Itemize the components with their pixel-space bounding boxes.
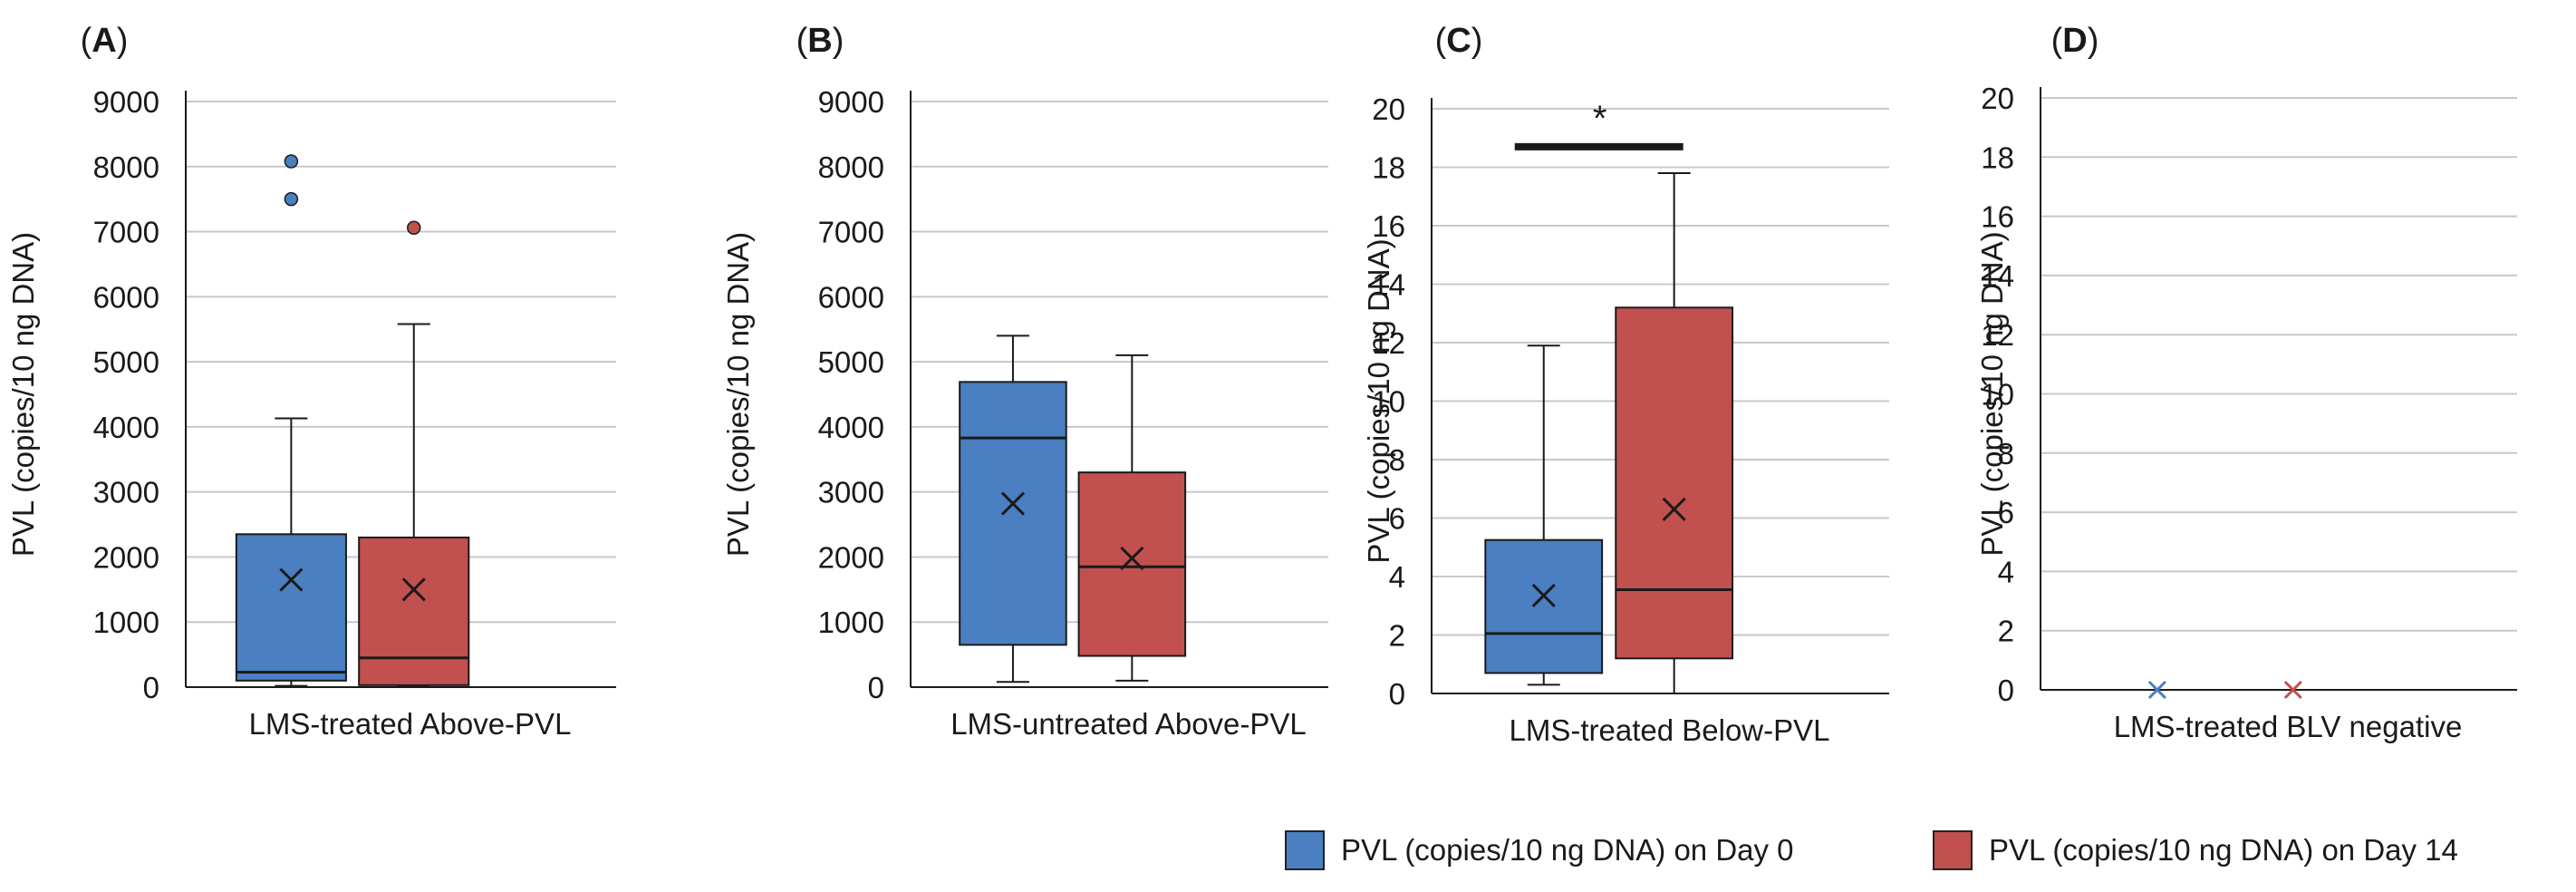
panel-d-ytick-label: 2 — [1998, 615, 2014, 648]
legend-item-day0: PVL (copies/10 ng DNA) on Day 0 — [1285, 823, 1794, 877]
panel-d-ytick-label: 4 — [1998, 555, 2014, 588]
panel-c-day0-box — [1484, 538, 1604, 674]
panel-c-ytick-label: 6 — [1389, 502, 1405, 536]
panel-d-ytick-label: 16 — [1981, 200, 2014, 234]
panel-a-ytick-label: 9000 — [93, 85, 159, 119]
panel-d-ytick-label: 12 — [1981, 318, 2014, 352]
panel-d-ytick-label: 0 — [1998, 674, 2014, 707]
panel-c-xlabel: LMS-treated Below-PVL — [1510, 713, 1830, 747]
panel-d-ytick-label: 10 — [1981, 378, 2014, 412]
panel-b-ytick-label: 9000 — [818, 85, 884, 119]
panel-b-ytick-label: 3000 — [818, 476, 884, 509]
panel-d-ytick-label: 8 — [1998, 437, 2014, 470]
panel-b-day0-box — [959, 381, 1067, 646]
panel-a-day0-outlier — [284, 191, 299, 207]
panel-b-day0-mean-marker — [1000, 491, 1026, 516]
panel-c-day14-box — [1615, 306, 1734, 660]
panel-c-ytick-label: 10 — [1372, 385, 1405, 419]
legend-item-day14: PVL (copies/10 ng DNA) on Day 14 — [1933, 823, 2458, 877]
legend-swatch-day14 — [1933, 830, 1973, 870]
panel-b-label: (B) — [796, 22, 844, 60]
legend-label-day14: PVL (copies/10 ng DNA) on Day 14 — [1989, 833, 2458, 867]
panel-c-ytick-label: 8 — [1389, 443, 1405, 477]
panel-a-ytick-label: 2000 — [93, 540, 159, 574]
panel-c-ytick-label: 20 — [1372, 92, 1405, 126]
panel-c-ytick-label: 0 — [1389, 677, 1405, 711]
panel-d-xlabel: LMS-treated BLV negative — [2114, 710, 2463, 743]
panel-a-day0-box — [235, 533, 347, 682]
panel-c-ytick-label: 18 — [1372, 151, 1405, 185]
legend-label-day0: PVL (copies/10 ng DNA) on Day 0 — [1341, 833, 1794, 867]
panel-a-day0-mean-marker — [279, 567, 304, 592]
panel-b-ytick-label: 2000 — [818, 540, 884, 574]
panel-c-ytick-label: 14 — [1372, 268, 1405, 302]
panel-b-day14-mean-marker — [1120, 546, 1144, 570]
panel-a-ytick-label: 5000 — [93, 345, 159, 379]
panel-c-ytick-label: 4 — [1389, 560, 1405, 594]
panel-c-ylabel: PVL (copies/10 ng DNA) — [1362, 238, 1395, 563]
panel-a-day14-mean-marker — [401, 577, 426, 602]
panel-a-ylabel: PVL (copies/10 ng DNA) — [6, 232, 40, 557]
panel-a-ytick-label: 0 — [143, 671, 159, 704]
panel-d-ytick-label: 20 — [1981, 82, 2014, 115]
panel-d-ylabel: PVL (copies/10 ng DNA) — [1975, 231, 2009, 556]
panel-a-day14-box — [358, 536, 470, 686]
panel-a-day0-outlier — [284, 154, 299, 169]
panel-a-ytick-label: 1000 — [93, 606, 159, 639]
panel-d-label: (D) — [2051, 22, 2099, 60]
panel-b-ytick-label: 1000 — [818, 606, 884, 639]
panel-b-ytick-label: 6000 — [818, 280, 884, 314]
panel-d-ytick-label: 18 — [1981, 141, 2014, 174]
panel-d-day0-mean-marker — [2147, 680, 2166, 700]
panel-d-day14-mean-marker — [2283, 680, 2302, 700]
panel-b-ytick-label: 5000 — [818, 345, 884, 379]
panel-a-label: (A) — [81, 22, 129, 60]
panel-c-ytick-label: 12 — [1372, 326, 1405, 360]
panel-a-ytick-label: 4000 — [93, 411, 159, 444]
panel-a-ytick-label: 6000 — [93, 280, 159, 314]
panel-a-ytick-label: 8000 — [93, 150, 159, 184]
panel-b-ytick-label: 7000 — [818, 216, 884, 249]
panel-a-day14-outlier — [407, 220, 421, 235]
panel-c-ytick-label: 2 — [1389, 619, 1405, 653]
panel-d-ytick-label: 6 — [1998, 496, 2014, 529]
panel-c-ytick-label: 16 — [1372, 209, 1405, 243]
panel-d-ytick-label: 14 — [1981, 259, 2014, 293]
panel-a-ytick-label: 7000 — [93, 216, 159, 249]
panel-c-label: (C) — [1435, 22, 1483, 60]
panel-b-ylabel: PVL (copies/10 ng DNA) — [721, 232, 755, 557]
panel-b-ytick-label: 4000 — [818, 411, 884, 444]
panel-c-day14-mean-marker — [1662, 497, 1686, 521]
panel-b-day14-box — [1077, 471, 1187, 657]
panel-b-ytick-label: 0 — [868, 671, 884, 704]
panel-a-ytick-label: 3000 — [93, 476, 159, 509]
panel-c-significance-label: * — [1593, 99, 1607, 139]
legend-swatch-day0 — [1285, 830, 1325, 870]
panel-b-xlabel: LMS-untreated Above-PVL — [950, 707, 1307, 741]
panel-c-day0-mean-marker — [1531, 583, 1556, 608]
panel-b-ytick-label: 8000 — [818, 150, 884, 184]
panel-a-xlabel: LMS-treated Above-PVL — [249, 707, 572, 741]
